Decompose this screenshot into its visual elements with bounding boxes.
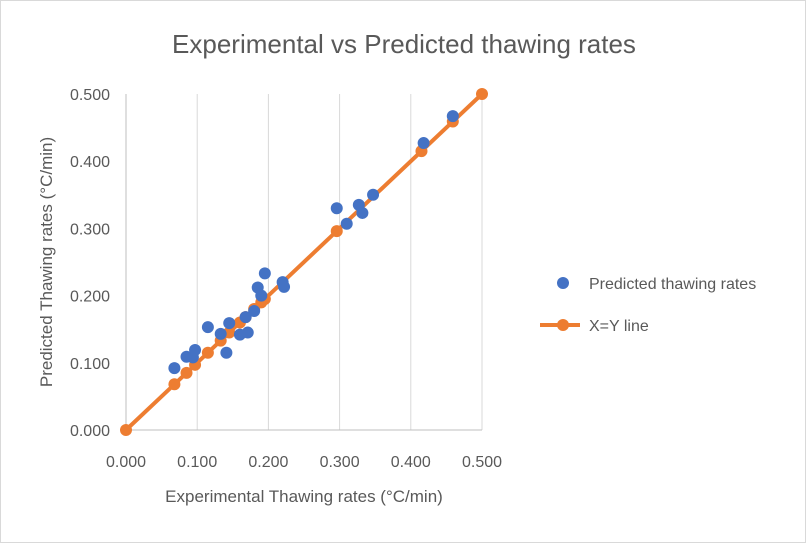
legend-marker-predicted: [557, 277, 569, 289]
predicted-series: [168, 110, 459, 375]
predicted-point: [258, 267, 271, 280]
legend-label-xy: X=Y line: [589, 318, 649, 335]
legend-label-predicted: Predicted thawing rates: [589, 276, 756, 293]
xy-line-point: [201, 346, 214, 359]
predicted-point: [367, 188, 380, 201]
predicted-point: [340, 217, 353, 230]
xy-line-point: [180, 366, 193, 379]
y-tick-label: 0.000: [70, 423, 110, 440]
predicted-point: [214, 327, 227, 340]
y-tick-label: 0.100: [70, 356, 110, 373]
predicted-point: [189, 344, 202, 357]
xy-line-point: [476, 88, 488, 100]
x-tick-label: 0.100: [177, 454, 217, 471]
xy-line-point: [120, 424, 132, 436]
gridlines: [196, 94, 483, 430]
y-axis-title: Predicted Thawing rates (°C/min): [37, 137, 56, 387]
legend-marker-xy: [557, 319, 569, 331]
y-tick-label: 0.200: [70, 289, 110, 306]
predicted-point: [330, 202, 343, 215]
predicted-point: [248, 305, 261, 318]
xy-line-point: [168, 378, 181, 391]
y-tick-labels: 0.000 0.100 0.200 0.300 0.400 0.500: [70, 87, 110, 440]
legend: Predicted thawing rates X=Y line: [540, 276, 756, 335]
x-axis-title: Experimental Thawing rates (°C/min): [165, 487, 443, 506]
y-tick-label: 0.400: [70, 154, 110, 171]
x-tick-label: 0.300: [320, 454, 360, 471]
xy-line-point: [330, 225, 343, 238]
predicted-point: [255, 289, 268, 302]
predicted-point: [278, 280, 291, 293]
x-tick-label: 0.000: [106, 454, 146, 471]
y-tick-label: 0.300: [70, 221, 110, 238]
y-tick-label: 0.500: [70, 87, 110, 104]
x-tick-label: 0.400: [391, 454, 431, 471]
predicted-point: [220, 346, 233, 359]
predicted-point: [356, 206, 369, 219]
predicted-point: [168, 362, 181, 375]
predicted-point: [446, 110, 459, 123]
x-tick-label: 0.500: [462, 454, 502, 471]
chart-title: Experimental vs Predicted thawing rates: [172, 29, 636, 59]
x-tick-labels: 0.000 0.100 0.200 0.300 0.400 0.500: [106, 454, 502, 471]
predicted-point: [241, 326, 254, 339]
xy-line-series: [120, 88, 488, 436]
predicted-point: [201, 321, 214, 334]
axes: [125, 94, 482, 431]
predicted-point: [417, 137, 430, 150]
predicted-point: [239, 311, 252, 324]
predicted-point: [223, 317, 236, 330]
x-tick-label: 0.200: [248, 454, 288, 471]
